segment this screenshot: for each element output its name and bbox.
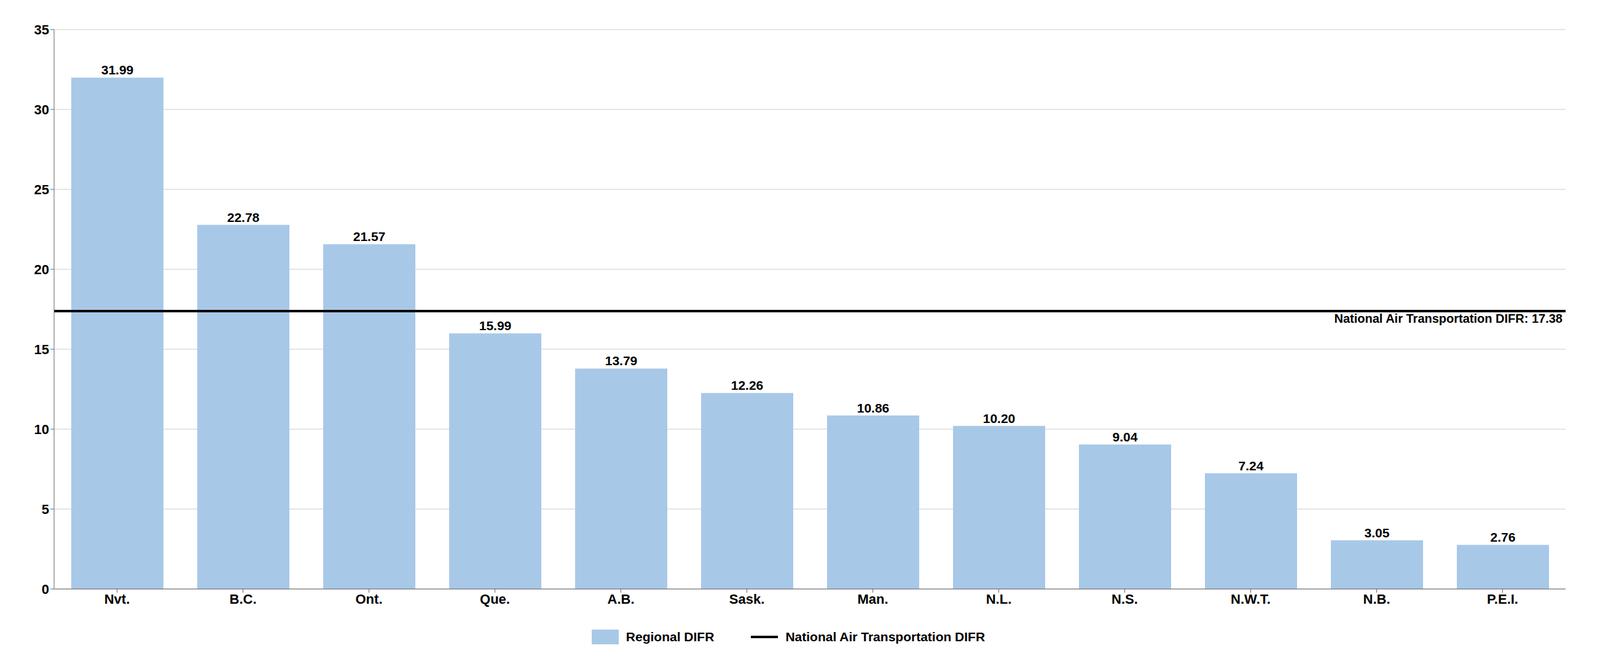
svg-text:N.L.: N.L.: [986, 591, 1012, 607]
svg-text:12.26: 12.26: [731, 377, 764, 393]
svg-text:25: 25: [34, 181, 50, 198]
svg-text:Que.: Que.: [479, 591, 510, 607]
svg-text:20: 20: [34, 261, 50, 278]
svg-text:31.99: 31.99: [101, 62, 134, 77]
svg-text:B.C.: B.C.: [229, 591, 257, 607]
svg-text:N.W.T.: N.W.T.: [1230, 591, 1271, 607]
svg-text:2.76: 2.76: [1490, 529, 1516, 544]
svg-text:0: 0: [41, 581, 50, 597]
svg-text:3.05: 3.05: [1364, 525, 1390, 540]
svg-text:7.24: 7.24: [1238, 458, 1264, 473]
svg-text:10.20: 10.20: [983, 411, 1016, 426]
svg-text:A.B.: A.B.: [607, 591, 635, 607]
svg-text:15.99: 15.99: [479, 318, 512, 333]
svg-text:5: 5: [41, 501, 50, 517]
svg-text:National Air Transportation DI: National Air Transportation DIFR: 17.38: [1333, 311, 1563, 326]
svg-text:Sask.: Sask.: [729, 591, 765, 607]
svg-text:10: 10: [34, 421, 50, 437]
svg-text:Man.: Man.: [857, 591, 888, 607]
svg-text:Ont.: Ont.: [355, 591, 383, 607]
svg-text:30: 30: [34, 101, 50, 118]
svg-text:P.E.I.: P.E.I.: [1486, 591, 1519, 607]
svg-text:13.79: 13.79: [605, 353, 638, 368]
svg-text:21.57: 21.57: [353, 229, 386, 244]
svg-text:N.S.: N.S.: [1111, 591, 1138, 607]
svg-text:10.86: 10.86: [857, 400, 890, 415]
html-text:Regional DIFR: Regional DIFR: [626, 629, 715, 644]
svg-text:15: 15: [34, 341, 50, 357]
svg-text:Nvt.: Nvt.: [104, 591, 131, 607]
html-text:National Air Transportation DI: National Air Transportation DIFR: [785, 629, 986, 644]
svg-text:N.B.: N.B.: [1363, 591, 1391, 607]
svg-text:9.04: 9.04: [1112, 429, 1138, 444]
svg-text:22.78: 22.78: [227, 210, 260, 225]
svg-text:35: 35: [34, 22, 50, 38]
